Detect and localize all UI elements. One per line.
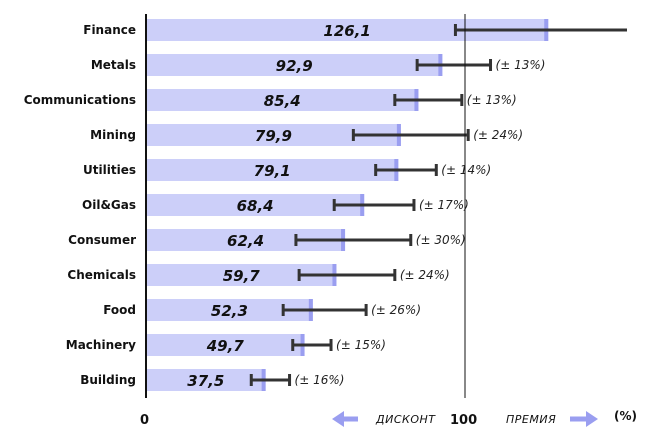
data-label: 37,5 [187, 372, 224, 390]
category-label: Chemicals [67, 268, 136, 282]
data-label: 62,4 [227, 232, 264, 250]
data-label: 52,3 [211, 302, 248, 320]
bar [146, 334, 305, 356]
bar [146, 369, 266, 391]
error-label: (± 17%) [419, 198, 469, 212]
left-arrow-icon [332, 411, 358, 427]
data-label: 49,7 [206, 337, 245, 355]
category-label: Machinery [66, 338, 136, 352]
right-arrow-icon [570, 411, 598, 427]
footer-premium-label: ПРЕМИЯ [506, 413, 556, 426]
axis-unit-label: (%) [614, 409, 637, 423]
axis-label-zero: 0 [140, 413, 149, 428]
bar [146, 264, 337, 286]
error-label: (± 26%) [371, 303, 421, 317]
category-label: Consumer [68, 233, 136, 247]
bar [146, 54, 443, 76]
bar [146, 19, 549, 41]
category-label: Building [80, 373, 136, 387]
category-label: Metals [91, 58, 136, 72]
labels-layer: Finance 126,1 Metals 92,9 (± 13%) Communicati… [24, 22, 546, 390]
error-label: (± 13%) [496, 58, 546, 72]
error-label: (± 24%) [400, 268, 450, 282]
data-label: 59,7 [223, 267, 261, 285]
data-label: 79,9 [255, 127, 292, 145]
category-label: Mining [90, 128, 136, 142]
error-label: (± 15%) [336, 338, 386, 352]
data-label: 68,4 [237, 197, 274, 215]
bar [146, 89, 419, 111]
category-label: Food [103, 303, 136, 317]
error-label: (± 13%) [467, 93, 517, 107]
category-label: Finance [83, 23, 136, 37]
error-bars-layer [249, 24, 627, 386]
bar [146, 124, 401, 146]
error-label: (± 24%) [473, 128, 523, 142]
error-label: (± 16%) [295, 373, 345, 387]
data-label: 79,1 [254, 162, 291, 180]
axis-label-hundred: 100 [450, 413, 477, 428]
data-label: 85,4 [264, 92, 301, 110]
error-label: (± 14%) [441, 163, 491, 177]
data-label: 92,9 [276, 57, 313, 75]
bar [146, 159, 399, 181]
bar [146, 299, 313, 321]
data-label: 126,1 [323, 22, 370, 40]
category-label: Oil&Gas [82, 198, 136, 212]
category-label: Communications [24, 93, 136, 107]
error-label: (± 30%) [416, 233, 466, 247]
category-label: Utilities [83, 163, 136, 177]
footer-discount-label: ДИСКОНТ [375, 413, 436, 426]
bar [146, 194, 365, 216]
